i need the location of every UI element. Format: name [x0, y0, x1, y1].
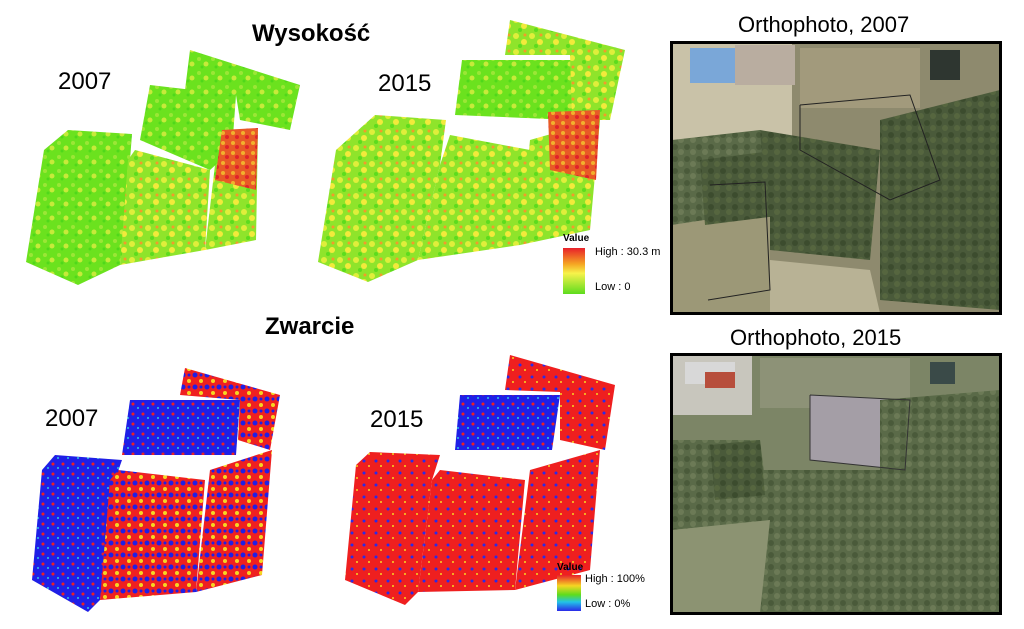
orthophoto-2015-image: [672, 355, 1000, 613]
orthophoto-2007-frame: [670, 41, 1002, 315]
orthophoto-2015-frame: [670, 353, 1002, 615]
density-legend-title: Value: [557, 562, 584, 573]
orthophoto-2015-title: Orthophoto, 2015: [730, 325, 902, 350]
height-legend-high: High : 30.3 m: [595, 246, 661, 258]
density-2007-parcels: [32, 368, 280, 612]
orthophoto-2007-image: [672, 43, 1000, 313]
orthophoto-2007-title: Orthophoto, 2007: [738, 12, 910, 37]
height-legend-low: Low : 0: [595, 281, 631, 293]
density-legend-high: High : 100%: [585, 573, 645, 585]
density-legend: [557, 575, 581, 611]
height-year-2007-label: 2007: [58, 68, 112, 95]
height-legend-title: Value: [563, 233, 590, 244]
height-legend: [563, 248, 585, 294]
height-2015-parcels: [318, 20, 625, 282]
height-section-title: Wysokość: [252, 20, 371, 47]
density-section-title: Zwarcie: [265, 313, 355, 340]
height-legend-ramp: [563, 248, 585, 294]
height-year-2015-label: 2015: [378, 70, 432, 97]
density-legend-low: Low : 0%: [585, 598, 631, 610]
height-2007-parcels: [26, 50, 300, 285]
density-legend-ramp: [557, 575, 581, 611]
density-2015-parcels: [345, 355, 615, 605]
density-year-2015-label: 2015: [370, 406, 424, 433]
density-year-2007-label: 2007: [45, 405, 99, 432]
